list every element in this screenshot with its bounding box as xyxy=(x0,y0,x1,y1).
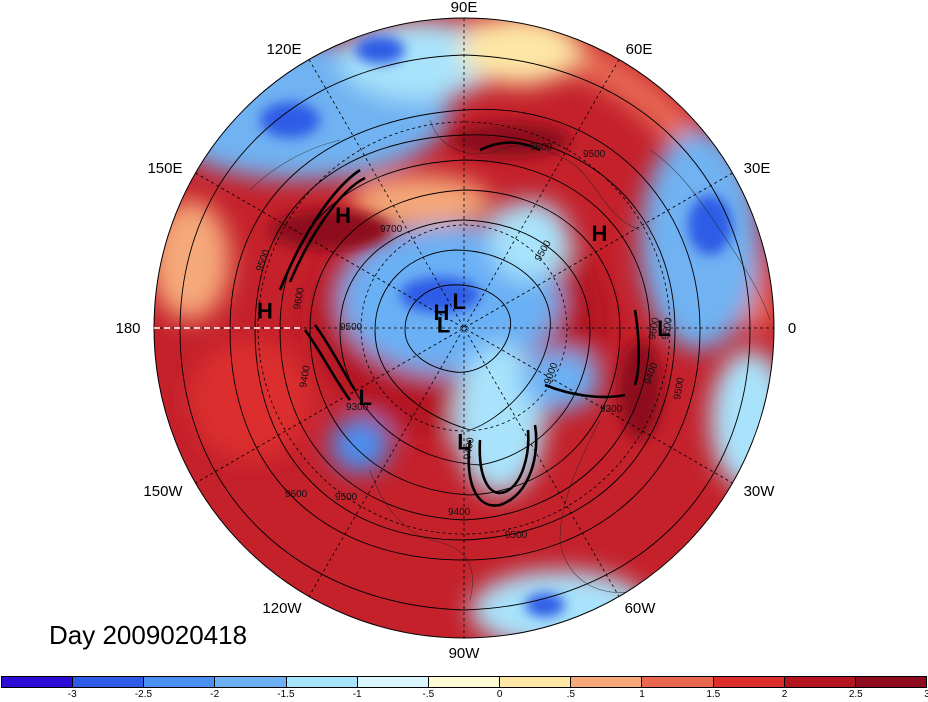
contour-label: 9600 xyxy=(285,489,308,500)
contour-label: 9500 xyxy=(660,316,675,340)
lon-label-90w: 90W xyxy=(449,645,481,662)
colorbar-swatch xyxy=(144,677,216,687)
colorbar-tick-label: -1 xyxy=(352,689,362,700)
graticule xyxy=(154,18,774,638)
coastlines xyxy=(249,119,771,601)
low-pressure-label: L xyxy=(437,312,450,337)
contour-label: 9600 xyxy=(292,286,307,310)
high-pressure-label: H xyxy=(257,299,273,324)
colorbar-tick-label: 1.5 xyxy=(706,689,721,700)
lon-label-0: 0 xyxy=(788,320,796,337)
lon-label-60w: 60W xyxy=(625,600,657,617)
polar-map: 90E 60E 30E 0 30W 60W 90W 120W 150W 180 … xyxy=(115,0,796,662)
colorbar-tick-label: 1 xyxy=(639,689,645,700)
low-pressure-label: L xyxy=(358,385,371,410)
contour-label: 9600 xyxy=(647,316,662,340)
colorbar-tick-label: -3 xyxy=(67,689,77,700)
colorbar-swatch xyxy=(73,677,145,687)
contour-label: 9700 xyxy=(380,224,403,235)
contour-label: 9400 xyxy=(448,507,471,518)
lon-label-180: 180 xyxy=(115,320,140,337)
low-pressure-label: L xyxy=(457,430,470,455)
lon-label-90e: 90E xyxy=(451,0,478,16)
colorbar-swatch xyxy=(215,677,287,687)
colorbar-tick-label: -.5 xyxy=(422,689,435,700)
lon-label-30e: 30E xyxy=(744,160,771,177)
contour-label: 9500 xyxy=(505,530,528,541)
colorbar-swatch xyxy=(357,677,429,687)
colorbar-tick-label: -1.5 xyxy=(277,689,295,700)
lon-label-150e: 150E xyxy=(147,160,182,177)
colorbar-swatch xyxy=(500,677,572,687)
pressure-centers: HHH H LL LLL xyxy=(257,203,670,455)
colorbar-labels: -3 -2.5 -2 -1.5 -1 -.5 0 .5 1 1.5 2 2.5 3 xyxy=(0,689,928,702)
height-contours xyxy=(179,54,751,611)
lon-label-60e: 60E xyxy=(626,41,653,58)
high-pressure-label: H xyxy=(591,221,607,246)
contour-label: 9300 xyxy=(346,402,369,413)
colorbar-tick-label: 2 xyxy=(781,689,788,700)
colorbar-tick-label: -2.5 xyxy=(134,689,153,700)
contour-label: 9500 xyxy=(672,376,687,400)
contour-label: 9400 xyxy=(298,364,313,388)
contour-label: 9600 xyxy=(530,142,553,153)
low-pressure-label: L xyxy=(452,289,465,314)
anomaly-field xyxy=(154,18,774,638)
colorbar-tick-label: -2 xyxy=(210,689,220,700)
contour-label: 9500 xyxy=(335,492,358,503)
lon-label-120e: 120E xyxy=(266,41,301,58)
day-title: Day 2009020418 xyxy=(49,620,248,650)
colorbar-tick-label: .5 xyxy=(566,689,576,700)
colorbar-tick-label: 2.5 xyxy=(848,689,863,700)
lon-label-150w: 150W xyxy=(143,483,183,500)
colorbar-swatch xyxy=(286,677,358,687)
contour-label: 9400 xyxy=(462,436,477,460)
high-pressure-label: H xyxy=(335,203,351,228)
colorbar-swatch xyxy=(428,677,501,687)
colorbar-swatch xyxy=(713,677,785,687)
colorbar-tick-label: 0 xyxy=(496,689,503,700)
low-pressure-label: L xyxy=(657,316,670,341)
contour-label: 9500 xyxy=(340,322,363,333)
colorbar-swatch xyxy=(2,677,74,687)
lon-label-120w: 120W xyxy=(262,600,302,617)
lon-label-30w: 30W xyxy=(744,483,776,500)
contour-label: 9500 xyxy=(583,149,606,160)
colorbar-tick-label: 3 xyxy=(924,689,928,700)
colorbar-swatch xyxy=(642,677,714,687)
high-pressure-label: H xyxy=(433,300,449,325)
colorbar-swatch xyxy=(571,677,643,687)
contour-label: 9300 xyxy=(600,404,623,415)
longitude-labels: 90E 60E 30E 0 30W 60W 90W 120W 150W 180 … xyxy=(115,0,796,662)
colorbar xyxy=(1,676,927,688)
colorbar-swatch xyxy=(784,677,856,687)
colorbar-swatch xyxy=(855,677,927,687)
jet-contours xyxy=(278,141,641,507)
